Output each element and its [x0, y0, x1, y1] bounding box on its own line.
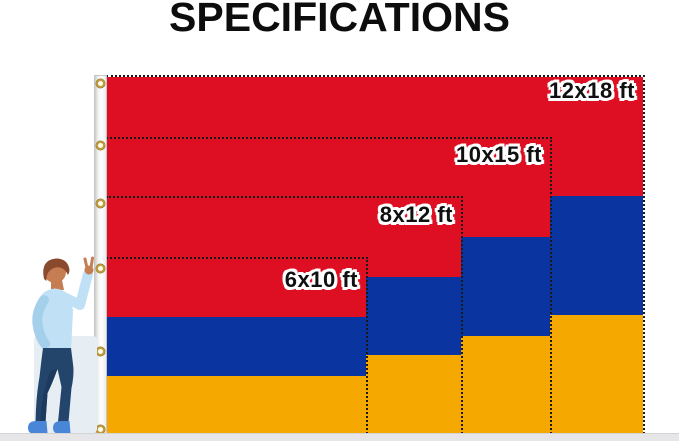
size-label-6x10: 6x10 ft [284, 267, 358, 292]
grommet-icon [96, 141, 105, 150]
person-finger [89, 256, 94, 270]
flag-stripe-blue [106, 317, 366, 376]
grommet-icon [96, 79, 105, 88]
person-left-arm [32, 295, 50, 349]
grommet-icon [96, 264, 105, 273]
person-jeans-shade [40, 369, 58, 422]
floor-bar [0, 433, 679, 441]
person-illustration [28, 256, 97, 433]
grommet-icon [96, 199, 105, 208]
flag-stripe-orange [106, 375, 366, 434]
size-label-10x15: 10x15 ft [456, 142, 542, 167]
person-shoe [28, 421, 48, 433]
size-label-12x18: 12x18 ft [549, 78, 635, 103]
size-label-8x12: 8x12 ft [379, 202, 453, 227]
person-hair [43, 258, 70, 281]
person-right-arm [61, 269, 93, 310]
person-neck [51, 280, 64, 290]
person-shoe [53, 421, 71, 433]
page-title: SPECIFICATIONS [169, 0, 510, 40]
person-finger [83, 257, 89, 270]
flag-outline-6x10: 6x10 ft [106, 257, 368, 434]
flag-stripe-red [106, 259, 366, 318]
flag-pole-sleeve [94, 75, 107, 434]
